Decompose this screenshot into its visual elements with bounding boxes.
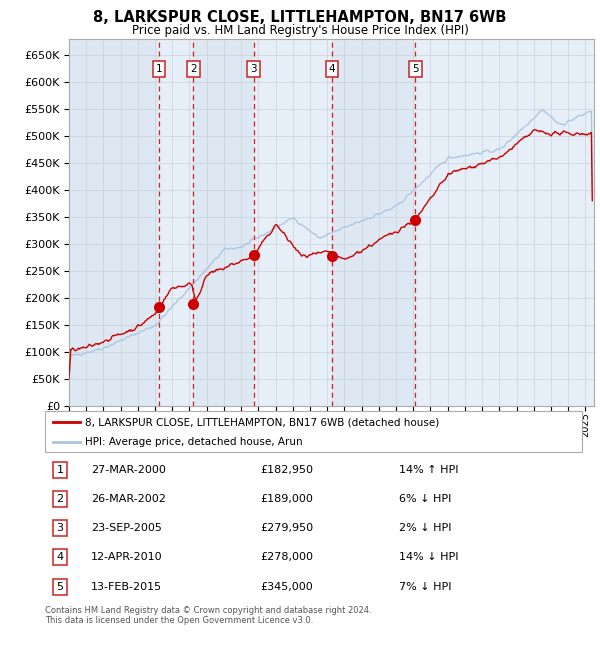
Text: 26-MAR-2002: 26-MAR-2002	[91, 494, 166, 504]
Text: 4: 4	[329, 64, 335, 73]
Text: £278,000: £278,000	[260, 552, 313, 562]
Text: HPI: Average price, detached house, Arun: HPI: Average price, detached house, Arun	[85, 437, 303, 447]
Text: 5: 5	[56, 582, 64, 592]
Text: £189,000: £189,000	[260, 494, 313, 504]
Bar	[415, 39, 594, 406]
Text: Contains HM Land Registry data © Crown copyright and database right 2024.: Contains HM Land Registry data © Crown c…	[45, 606, 371, 615]
Text: This data is licensed under the Open Government Licence v3.0.: This data is licensed under the Open Gov…	[45, 616, 313, 625]
Text: 14% ↑ HPI: 14% ↑ HPI	[400, 465, 459, 474]
Text: 27-MAR-2000: 27-MAR-2000	[91, 465, 166, 474]
Text: £182,950: £182,950	[260, 465, 313, 474]
Text: 6% ↓ HPI: 6% ↓ HPI	[400, 494, 452, 504]
Text: 12-APR-2010: 12-APR-2010	[91, 552, 162, 562]
Bar	[193, 39, 254, 406]
Text: 23-SEP-2005: 23-SEP-2005	[91, 523, 161, 533]
Text: 14% ↓ HPI: 14% ↓ HPI	[400, 552, 459, 562]
Bar	[332, 39, 415, 406]
Text: 4: 4	[56, 552, 64, 562]
Bar	[159, 39, 193, 406]
Text: 2% ↓ HPI: 2% ↓ HPI	[400, 523, 452, 533]
Text: 13-FEB-2015: 13-FEB-2015	[91, 582, 162, 592]
Text: 1: 1	[56, 465, 64, 474]
Text: 2: 2	[56, 494, 64, 504]
Text: £345,000: £345,000	[260, 582, 313, 592]
Text: £279,950: £279,950	[260, 523, 313, 533]
Bar	[69, 39, 159, 406]
Text: 5: 5	[412, 64, 419, 73]
Text: 3: 3	[250, 64, 257, 73]
Bar	[254, 39, 332, 406]
Text: 3: 3	[56, 523, 64, 533]
Text: 8, LARKSPUR CLOSE, LITTLEHAMPTON, BN17 6WB: 8, LARKSPUR CLOSE, LITTLEHAMPTON, BN17 6…	[94, 10, 506, 25]
Text: 2: 2	[190, 64, 197, 73]
Text: 7% ↓ HPI: 7% ↓ HPI	[400, 582, 452, 592]
Text: Price paid vs. HM Land Registry's House Price Index (HPI): Price paid vs. HM Land Registry's House …	[131, 24, 469, 37]
FancyBboxPatch shape	[45, 411, 582, 452]
Text: 8, LARKSPUR CLOSE, LITTLEHAMPTON, BN17 6WB (detached house): 8, LARKSPUR CLOSE, LITTLEHAMPTON, BN17 6…	[85, 417, 440, 427]
Text: 1: 1	[156, 64, 163, 73]
